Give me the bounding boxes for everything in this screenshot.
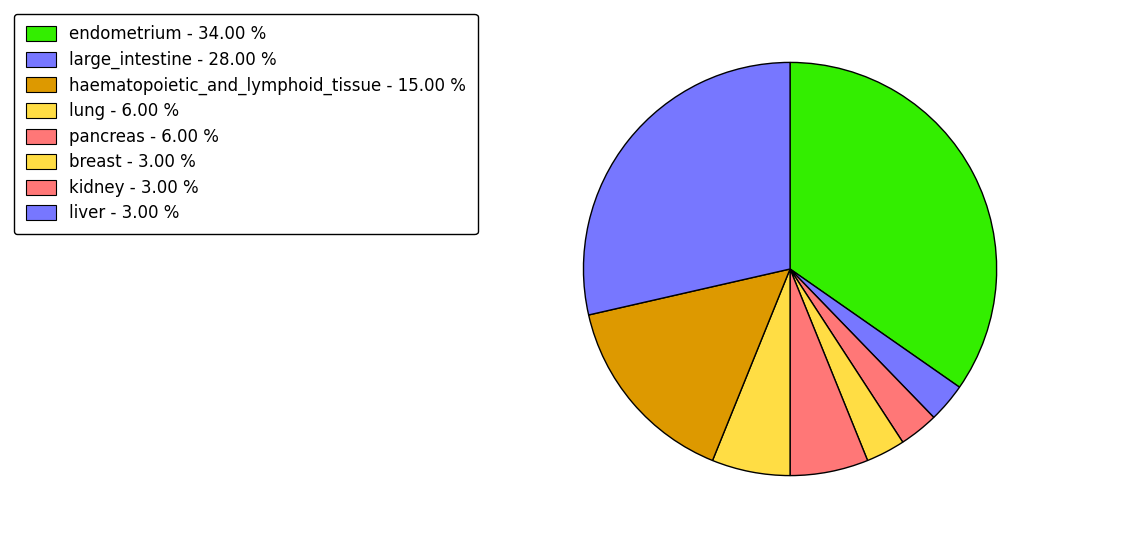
Legend: endometrium - 34.00 %, large_intestine - 28.00 %, haematopoietic_and_lymphoid_ti: endometrium - 34.00 %, large_intestine -… <box>14 13 477 234</box>
Wedge shape <box>790 269 868 476</box>
Wedge shape <box>584 62 790 315</box>
Wedge shape <box>790 62 996 387</box>
Wedge shape <box>790 269 934 442</box>
Wedge shape <box>790 269 902 461</box>
Wedge shape <box>589 269 790 461</box>
Wedge shape <box>712 269 790 476</box>
Wedge shape <box>790 269 960 417</box>
